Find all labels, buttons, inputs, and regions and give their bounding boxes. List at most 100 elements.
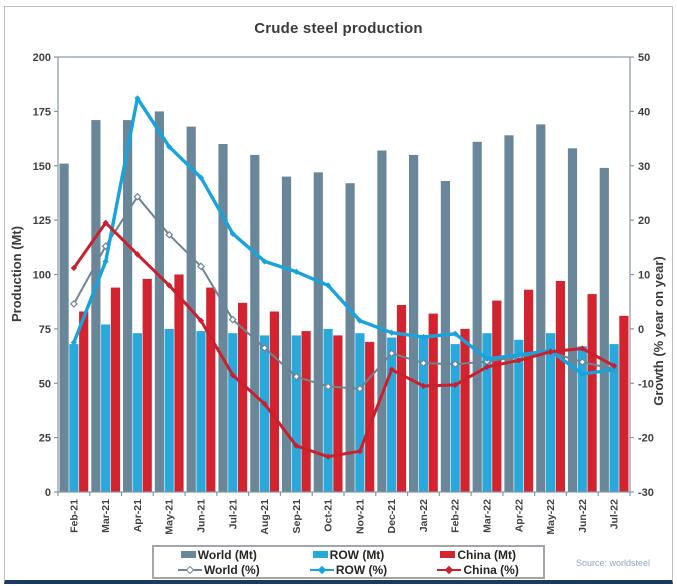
row-mt--bar (196, 331, 206, 492)
world-mt--bar (345, 183, 355, 492)
world-mt--bar (313, 172, 323, 493)
y-left-tick-label: 75 (39, 324, 51, 336)
row--marker (325, 282, 332, 289)
x-tick-label: Jun-22 (577, 499, 589, 533)
x-tick-label: Feb-22 (450, 499, 462, 533)
china--marker (611, 362, 618, 369)
china--marker (515, 357, 522, 364)
row--marker (483, 355, 491, 362)
y-right-tick-label: 40 (638, 106, 650, 118)
world-mt--bar (91, 120, 101, 492)
china--marker (134, 251, 141, 258)
row-mt--bar (387, 337, 397, 492)
right-axis-title: Growth (% year on year) (651, 256, 666, 406)
world-mt--bar (599, 167, 609, 492)
china-mt--bar (110, 287, 121, 492)
row--marker (197, 174, 205, 181)
legend-item-row-mt: ROW (Mt) (284, 549, 414, 561)
row-mt--bar (514, 339, 524, 493)
china-mt--bar (174, 274, 184, 492)
china-mt--bar (460, 328, 470, 492)
row--marker (452, 330, 459, 337)
china-mt--bar (238, 302, 248, 492)
row-mt--bar (260, 335, 270, 492)
world-mt--bar (218, 144, 228, 492)
y-left-tick-label: 125 (33, 215, 51, 227)
world--marker (355, 384, 364, 393)
x-tick-label: Oct-21 (323, 499, 335, 532)
world-mt--bar (154, 111, 164, 493)
row-mt--bar (577, 346, 587, 492)
china-mt-swatch (440, 551, 456, 558)
legend-label: ROW (Mt) (329, 547, 385, 562)
legend-item-row-pct: ROW (%) (284, 564, 414, 576)
world-mt--bar (472, 141, 482, 493)
world-mt--bar (440, 181, 450, 492)
row--marker (166, 143, 173, 150)
row-pct-marker (309, 565, 334, 574)
row--marker (611, 366, 618, 373)
row--marker (515, 351, 522, 359)
x-tick-label: Jan-22 (418, 499, 430, 532)
china--marker (483, 363, 491, 371)
y-left-tick-label: 25 (39, 433, 51, 445)
world-mt--bar (409, 154, 419, 492)
source-note: Source: worldsteel (575, 558, 650, 568)
row-mt--bar (482, 333, 492, 492)
row--marker (134, 95, 141, 102)
y-left-tick-label: 200 (33, 52, 51, 64)
world-mt-swatch (180, 551, 196, 558)
x-tick-label: Jul-21 (227, 499, 239, 530)
legend-item-china-mt: China (Mt) (413, 549, 543, 561)
china--marker (356, 448, 363, 455)
china--marker (388, 366, 395, 373)
world-mt--bar (123, 120, 133, 492)
world-mt--bar (250, 154, 260, 492)
world--marker (228, 315, 237, 324)
world--marker (69, 299, 78, 308)
y-right-tick-label: -10 (638, 378, 654, 390)
china--marker (70, 264, 77, 272)
y-right-tick-label: 20 (638, 215, 650, 227)
china-pct-marker (437, 565, 462, 574)
legend-label: China (Mt) (457, 547, 516, 562)
row--marker (293, 268, 300, 275)
world-mt--bar (536, 124, 546, 493)
china--marker (579, 345, 586, 352)
x-tick-label: Aug-21 (259, 499, 271, 535)
china-mt--bar (555, 281, 565, 492)
row-mt--bar (69, 344, 79, 492)
china--marker (420, 382, 427, 390)
row-mt--bar (132, 333, 142, 492)
china-mt--bar (428, 313, 438, 492)
row--marker (229, 230, 236, 237)
y-right-tick-label: -30 (638, 487, 654, 499)
row-mt--bar (609, 344, 619, 492)
world--marker (197, 262, 205, 271)
legend: World (Mt) ROW (Mt) China (Mt) World (%)… (152, 545, 545, 579)
y-right-tick-label: 0 (638, 324, 644, 336)
china--line (72, 221, 615, 459)
china-mt--bar (396, 305, 407, 492)
y-left-tick-label: 175 (33, 106, 51, 118)
x-tick-label: Jul-22 (609, 499, 621, 530)
world--marker (324, 382, 333, 391)
y-left-tick-label: 0 (45, 487, 51, 499)
row-mt--bar (164, 328, 174, 492)
y-right-tick-label: 30 (638, 161, 650, 173)
y-right-tick-label: 50 (638, 52, 650, 64)
china-mt--bar (619, 315, 629, 492)
legend-label: World (Mt) (197, 547, 257, 562)
china--marker (452, 381, 459, 388)
row-mt--bar (228, 333, 238, 492)
row--marker (356, 317, 363, 324)
china-mt--bar (79, 311, 89, 492)
x-tick-label: Mar-21 (100, 499, 112, 533)
chart-plot: 0 25 50 75 100 125 150 175 200 -30 -20 -10 0 10 20 30 40… (9, 52, 666, 535)
y-left-tick-label: 150 (33, 161, 51, 173)
china-mt--bar (492, 300, 502, 492)
x-tick-label: Sep-21 (291, 499, 303, 534)
row--marker (420, 333, 427, 341)
row-mt-swatch (312, 551, 328, 558)
china--marker (325, 453, 332, 460)
